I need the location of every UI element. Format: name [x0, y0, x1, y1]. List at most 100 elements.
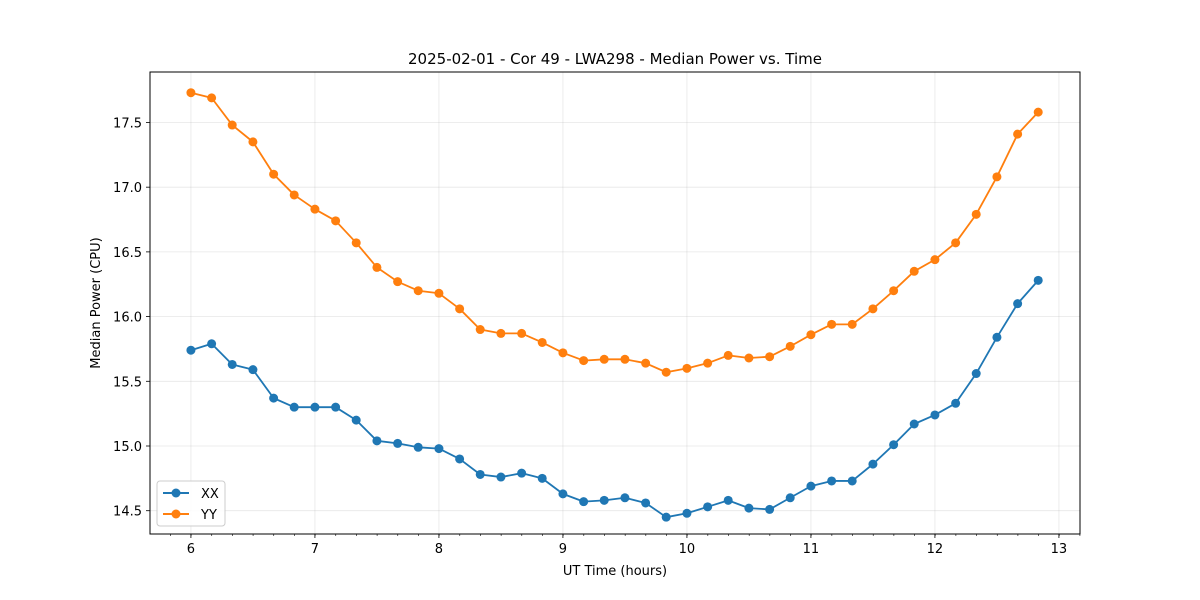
x-tick-label: 11: [803, 542, 820, 557]
data-point-xx: [558, 489, 568, 499]
legend-xx-label: XX: [201, 487, 219, 502]
data-point-yy: [909, 266, 919, 276]
x-tick-label: 9: [559, 542, 567, 557]
data-point-yy: [744, 353, 754, 363]
y-tick-label: 15.5: [113, 375, 142, 390]
data-point-yy: [351, 238, 361, 248]
data-point-xx: [289, 402, 299, 412]
data-point-xx: [186, 345, 196, 355]
data-point-yy: [723, 350, 733, 360]
data-point-yy: [558, 348, 568, 358]
data-point-xx: [703, 502, 713, 512]
data-point-yy: [971, 209, 981, 219]
data-point-xx: [951, 398, 961, 408]
x-tick-label: 12: [927, 542, 944, 557]
data-point-yy: [661, 367, 671, 377]
data-point-xx: [393, 438, 403, 448]
data-point-xx: [372, 436, 382, 446]
data-point-yy: [413, 286, 423, 296]
x-tick-label: 6: [187, 542, 195, 557]
data-point-xx: [806, 481, 816, 491]
data-point-xx: [269, 393, 279, 403]
data-point-yy: [269, 169, 279, 179]
data-point-xx: [785, 493, 795, 503]
data-point-yy: [599, 354, 609, 364]
data-point-xx: [620, 493, 630, 503]
data-point-xx: [868, 459, 878, 469]
data-point-yy: [579, 356, 589, 366]
data-point-xx: [207, 339, 217, 349]
data-point-xx: [248, 365, 258, 375]
data-point-xx: [455, 454, 465, 464]
data-point-yy: [248, 137, 258, 147]
data-point-xx: [517, 468, 527, 478]
data-point-yy: [1033, 107, 1043, 117]
data-point-xx: [599, 495, 609, 505]
data-point-xx: [847, 476, 857, 486]
data-point-yy: [806, 330, 816, 340]
legend-yy-marker: [171, 509, 181, 519]
data-point-yy: [310, 204, 320, 214]
data-point-yy: [847, 319, 857, 329]
data-point-yy: [620, 354, 630, 364]
data-point-xx: [579, 497, 589, 507]
x-tick-label: 7: [311, 542, 319, 557]
data-point-xx: [351, 415, 361, 425]
chart-title: 2025-02-01 - Cor 49 - LWA298 - Median Po…: [408, 50, 822, 68]
x-tick-label: 10: [679, 542, 696, 557]
data-point-xx: [682, 508, 692, 518]
data-point-yy: [207, 93, 217, 103]
x-tick-label: 8: [435, 542, 443, 557]
data-point-yy: [517, 328, 527, 338]
data-point-yy: [393, 277, 403, 287]
grid-layer: [150, 72, 1080, 534]
data-point-xx: [434, 444, 444, 454]
data-point-xx: [909, 419, 919, 429]
x-tick-label: 13: [1051, 542, 1068, 557]
y-tick-label: 17.0: [113, 181, 142, 196]
axes-layer: 6 7 8 9 10 11 12 13 14.5 15.0 15.5 16.0 16.5 17.0 17.5: [113, 71, 1081, 557]
data-point-yy: [785, 341, 795, 351]
data-point-xx: [930, 410, 940, 420]
data-point-yy: [496, 328, 506, 338]
data-point-xx: [992, 332, 1002, 342]
legend-yy-label: YY: [200, 508, 217, 523]
data-point-xx: [889, 440, 899, 450]
data-point-yy: [434, 288, 444, 298]
x-axis-label: UT Time (hours): [563, 564, 667, 579]
data-point-yy: [372, 262, 382, 272]
data-point-yy: [889, 286, 899, 296]
data-point-xx: [765, 504, 775, 514]
data-point-yy: [827, 319, 837, 329]
data-point-xx: [1013, 299, 1023, 309]
data-point-yy: [682, 363, 692, 373]
y-tick-label: 14.5: [113, 505, 142, 520]
data-point-yy: [703, 358, 713, 368]
series-layer: [186, 88, 1043, 522]
data-point-yy: [868, 304, 878, 314]
data-point-yy: [537, 337, 547, 347]
legend: XX YY: [156, 480, 226, 527]
data-point-xx: [537, 473, 547, 483]
data-point-xx: [971, 369, 981, 379]
data-point-yy: [951, 238, 961, 248]
data-point-xx: [661, 512, 671, 522]
data-point-xx: [827, 476, 837, 486]
data-point-yy: [765, 352, 775, 362]
data-point-xx: [475, 469, 485, 479]
data-point-yy: [930, 255, 940, 265]
data-point-yy: [227, 120, 237, 130]
data-point-xx: [641, 498, 651, 508]
y-tick-label: 15.0: [113, 440, 142, 455]
data-point-yy: [331, 216, 341, 226]
data-point-xx: [331, 402, 341, 412]
data-point-xx: [413, 442, 423, 452]
data-point-yy: [1013, 129, 1023, 139]
data-point-yy: [289, 190, 299, 200]
data-point-xx: [496, 472, 506, 482]
data-point-xx: [227, 359, 237, 369]
data-point-xx: [723, 495, 733, 505]
y-tick-label: 16.5: [113, 246, 142, 261]
y-tick-label: 16.0: [113, 311, 142, 326]
